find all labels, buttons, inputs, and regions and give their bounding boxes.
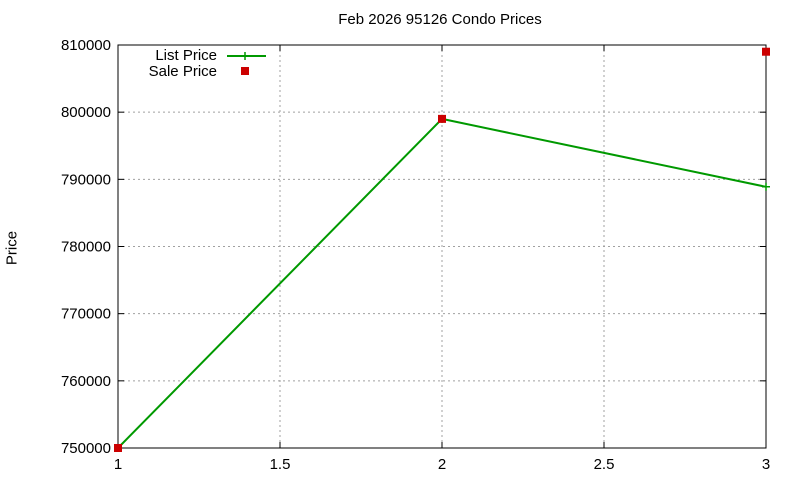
y-tick-label: 750000: [61, 440, 111, 457]
x-tick-label: 1: [114, 456, 122, 473]
list-price-point: [762, 182, 770, 191]
x-tick-label: 2.5: [594, 456, 615, 473]
chart-title: Feb 2026 95126 Condo Prices: [338, 11, 542, 28]
sale-price-point: [438, 114, 446, 123]
x-tick-label: 3: [762, 456, 770, 473]
y-tick-label: 790000: [61, 171, 111, 188]
sale-price-point: [762, 47, 770, 56]
list-price-line: [117, 117, 767, 449]
y-tick-label: 800000: [61, 104, 111, 121]
sale-price-point: [114, 444, 122, 452]
legend-marker-list-price: [241, 52, 249, 60]
x-tick-label: 2: [438, 456, 446, 473]
legend-label-list-price: List Price: [155, 47, 217, 64]
y-tick-label: 770000: [61, 306, 111, 323]
y-tick-label: 760000: [61, 373, 111, 390]
legend-label-sale-price: Sale Price: [148, 63, 217, 80]
legend-marker-sale-price: [241, 67, 249, 75]
x-tick-label: 1.5: [270, 456, 291, 473]
y-tick-label: 780000: [61, 239, 111, 256]
y-tick-label: 810000: [61, 37, 111, 54]
